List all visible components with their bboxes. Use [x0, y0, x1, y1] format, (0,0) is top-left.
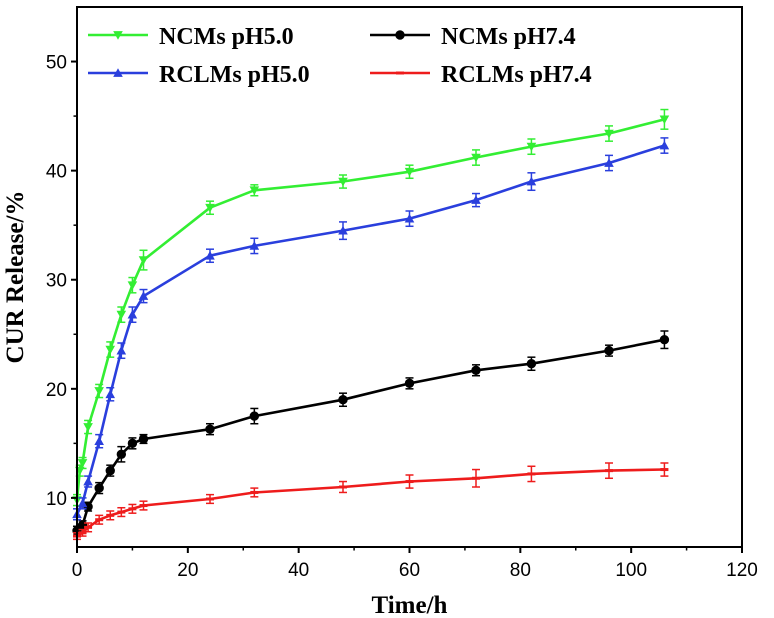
data-point: [526, 142, 537, 152]
data-point: [94, 387, 104, 396]
data-point: [249, 411, 260, 421]
data-point: [604, 158, 614, 167]
data-point: [105, 389, 116, 399]
x-tick-label: 120: [726, 560, 758, 581]
data-point: [116, 449, 127, 459]
data-point: [604, 129, 614, 139]
data-point: [83, 476, 93, 486]
data-point: [659, 140, 670, 150]
y-tick-label: 20: [46, 380, 67, 401]
x-tick-label: 100: [615, 560, 647, 581]
data-point: [94, 483, 104, 493]
x-tick-label: 60: [399, 560, 420, 581]
data-point: [77, 459, 88, 468]
data-point: [138, 291, 149, 300]
data-point: [138, 256, 149, 265]
series-line: [76, 468, 665, 538]
data-point: [77, 498, 88, 508]
data-point: [205, 203, 215, 213]
y-tick-label: 50: [46, 53, 67, 74]
series-line: [75, 118, 665, 501]
legend-label: NCMs pH5.0: [159, 24, 294, 50]
data-point: [94, 436, 104, 446]
x-tick-label: 20: [177, 560, 198, 581]
data-point: [338, 225, 348, 235]
legend-label: NCMs pH7.4: [441, 24, 576, 50]
data-point: [205, 250, 215, 260]
legend-item-1: NCMs pH7.4: [370, 24, 576, 50]
y-tick-label: 40: [46, 162, 67, 183]
data-point: [138, 434, 149, 444]
legend-label: RCLMs pH7.4: [441, 62, 592, 88]
data-point: [205, 424, 215, 434]
legend-marker: [395, 30, 405, 40]
series-0: [72, 108, 670, 507]
data-point: [249, 241, 260, 250]
data-point: [83, 423, 93, 432]
y-tick-label: 10: [46, 489, 67, 510]
plot-frame: [76, 6, 743, 548]
legend: NCMs pH5.0 NCMs pH7.4 RCLMs pH5.0 RCLMs pH7…: [88, 24, 592, 88]
legend-label: RCLMs pH5.0: [159, 62, 310, 88]
data-point: [116, 345, 127, 355]
data-point: [105, 345, 116, 355]
x-axis-title: Time/h: [372, 592, 448, 618]
legend-item-0: NCMs pH5.0: [88, 24, 294, 50]
legend-item-2: RCLMs pH5.0: [88, 62, 310, 88]
data-point: [127, 281, 138, 290]
data-point: [338, 395, 348, 405]
x-tick-label: 80: [510, 560, 531, 581]
series-layer: [72, 108, 670, 541]
data-point: [105, 465, 115, 476]
data-point: [127, 438, 138, 449]
series-2: [72, 137, 670, 521]
data-point: [338, 177, 348, 187]
y-axis-title: CUR Release/%: [2, 191, 29, 364]
legend-marker: [113, 68, 123, 77]
series-3: [73, 462, 669, 541]
data-point: [471, 153, 481, 163]
data-point: [659, 115, 670, 125]
data-point: [471, 365, 481, 375]
data-point: [116, 310, 127, 320]
data-point: [659, 335, 670, 345]
x-tick-label: 40: [288, 560, 309, 581]
series-line: [76, 338, 665, 532]
data-point: [127, 309, 138, 319]
axis-layer: 0 20 40 60 80 100 120 10 20 30 40 50: [46, 53, 758, 581]
legend-marker: [113, 31, 123, 40]
x-tick-label: 0: [72, 560, 83, 581]
series-line: [75, 144, 665, 515]
data-point: [404, 167, 415, 177]
data-point: [249, 186, 260, 196]
data-point: [526, 176, 537, 186]
data-point: [604, 345, 614, 356]
y-tick-label: 30: [46, 271, 67, 292]
legend-item-3: RCLMs pH7.4: [370, 62, 592, 88]
data-point: [471, 195, 481, 204]
data-point: [404, 213, 415, 223]
data-point: [526, 359, 537, 369]
data-point: [404, 378, 415, 389]
